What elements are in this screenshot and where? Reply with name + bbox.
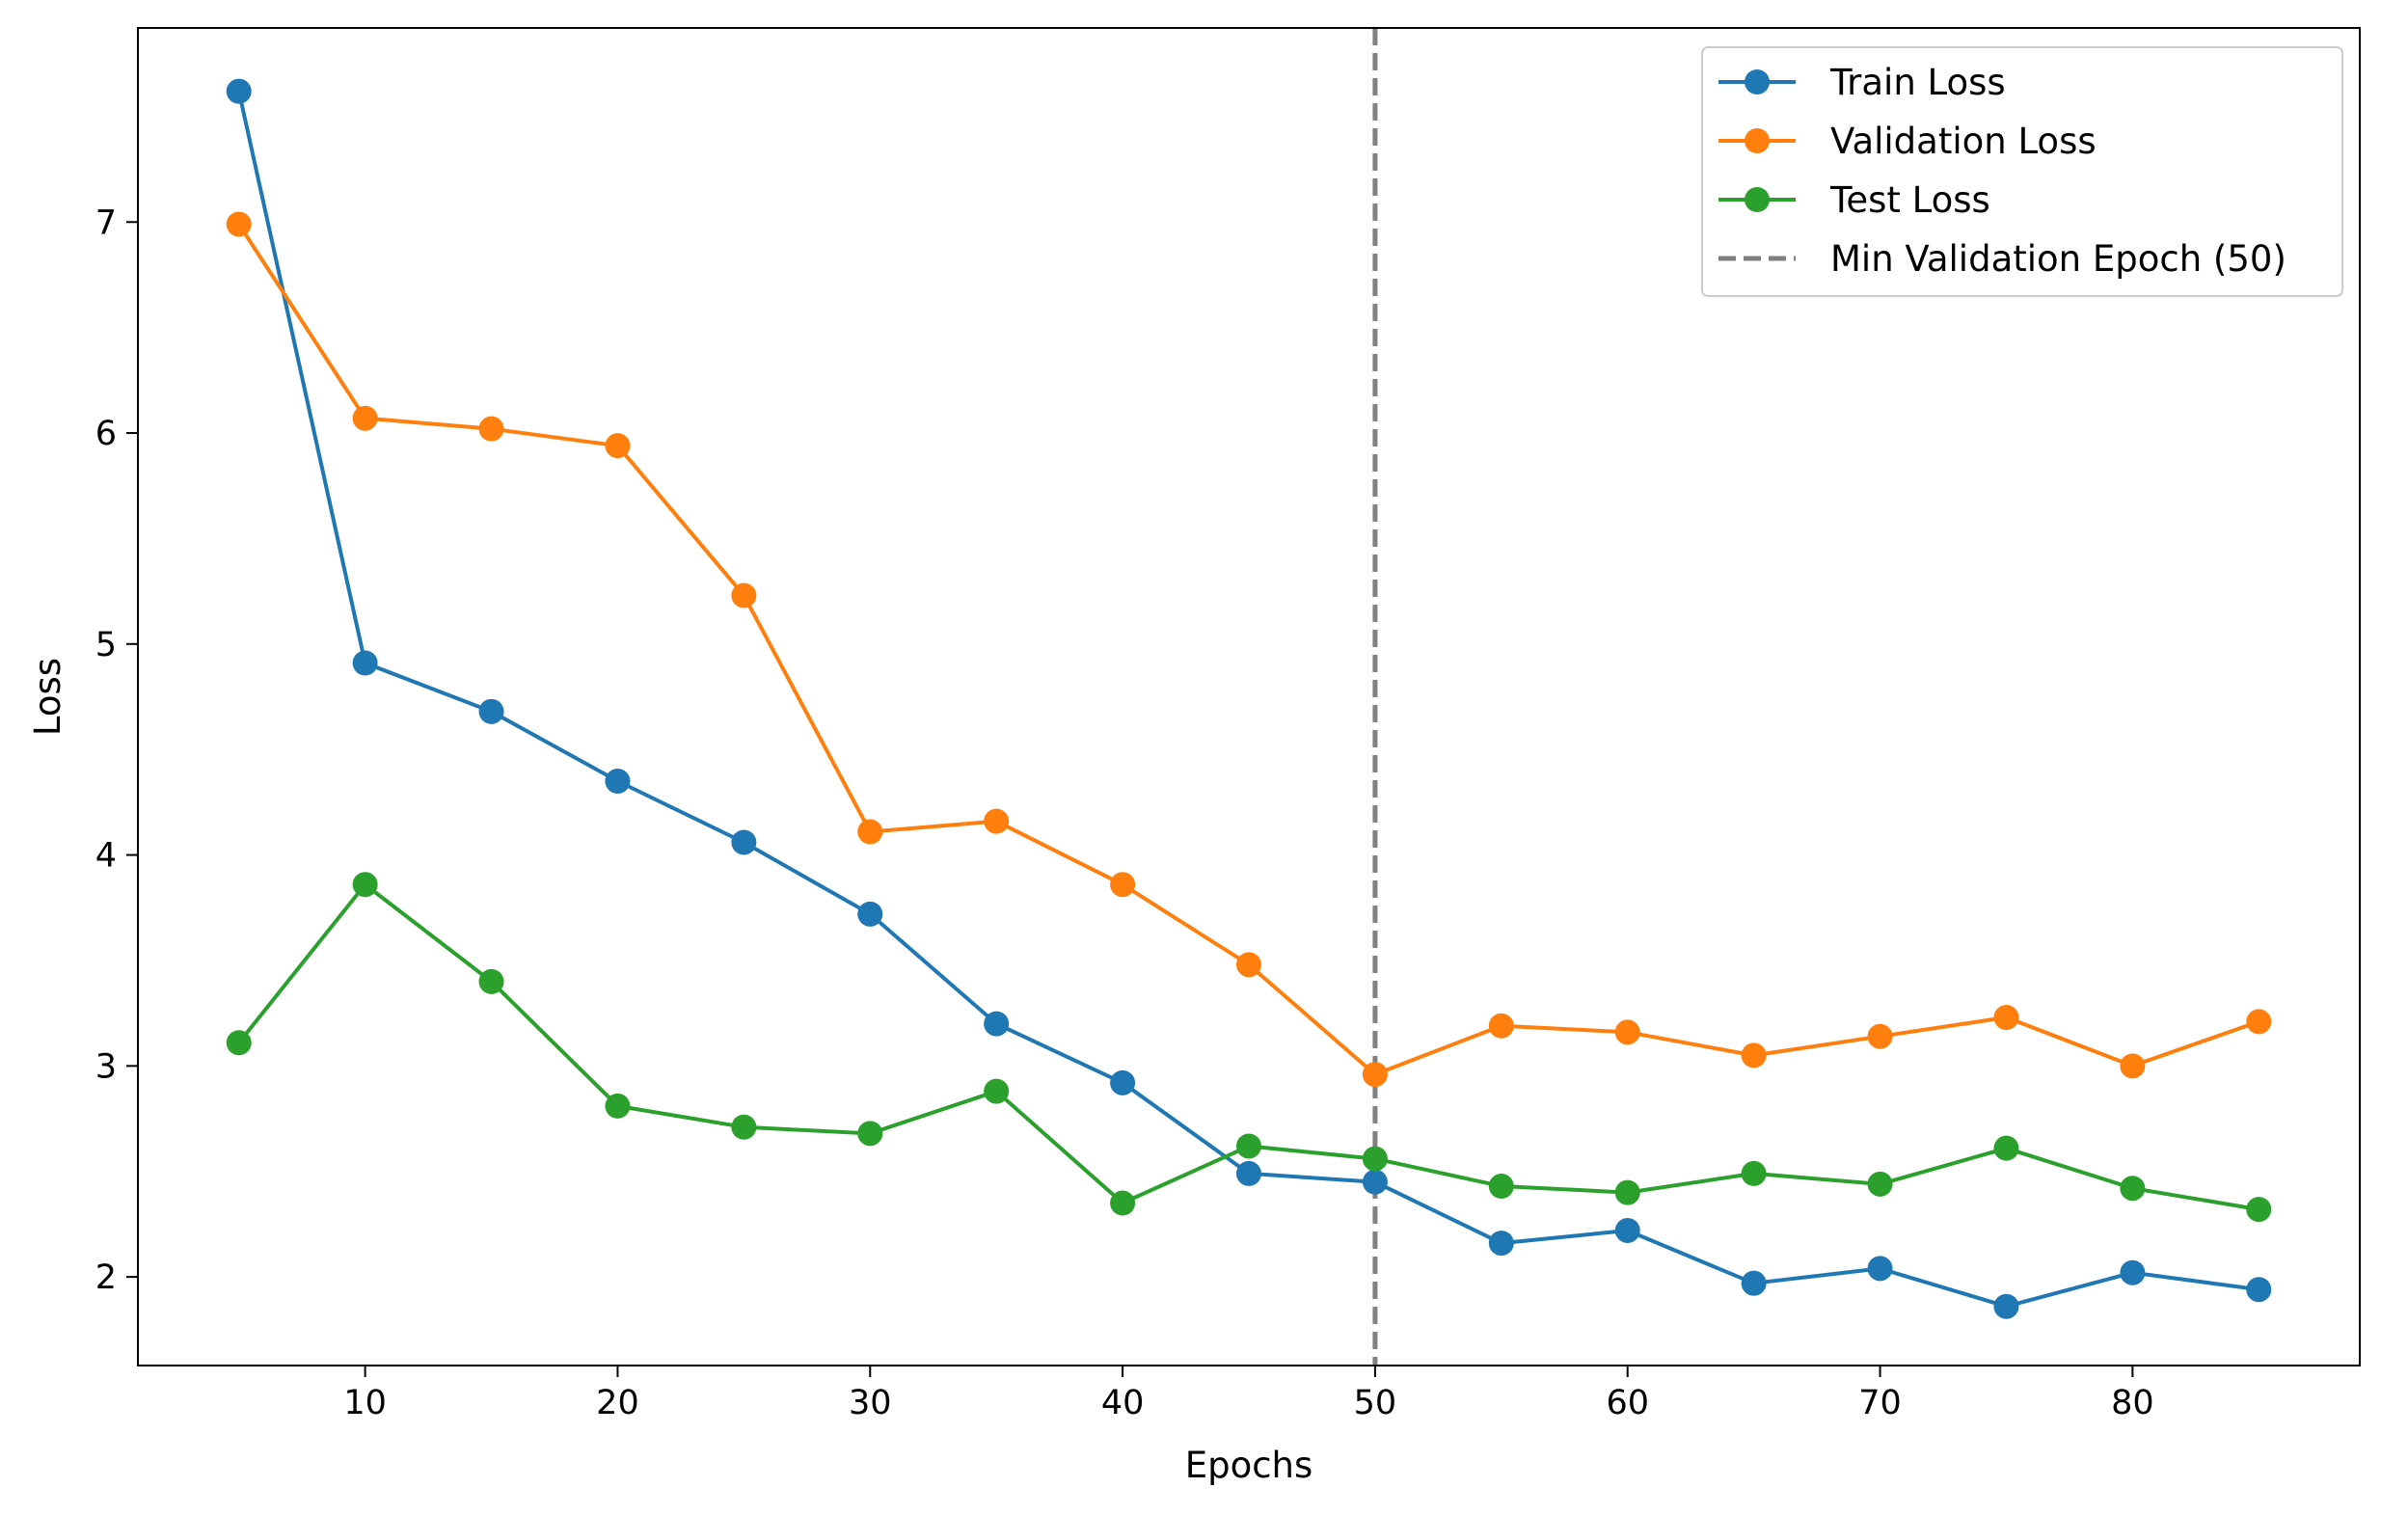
train-loss-point [478,698,504,724]
train-loss-point [1614,1217,1640,1243]
axes-frame [137,27,2361,1366]
test-loss-point [478,968,504,994]
x-tick-label: 60 [1606,1384,1649,1422]
test-loss-point [1993,1135,2019,1161]
validation-loss-point [1741,1042,1767,1069]
validation-loss-point [857,819,883,845]
train-loss-point [1488,1231,1514,1257]
y-tick-label: 5 [95,626,117,664]
test-loss-point [731,1114,757,1140]
x-tick-label: 10 [343,1384,387,1422]
train-loss-point [2120,1259,2146,1285]
test-loss-point [1236,1133,1261,1159]
train-loss-point [1741,1270,1767,1296]
train-loss-point [984,1011,1010,1037]
validation-loss-point [2246,1009,2272,1035]
train-loss-point [731,829,757,855]
test-loss-point [1614,1179,1640,1205]
legend-min-validation-epoch-label: Min Validation Epoch (50) [1830,238,2286,280]
x-axis: 10 20 30 40 50 60 70 80 [343,1366,2154,1422]
train-loss-point [2246,1277,2272,1303]
validation-loss-point [1110,872,1136,898]
test-loss-point [1362,1146,1388,1172]
legend-validation-loss-label: Validation Loss [1830,121,2097,162]
test-loss-point [1867,1171,1893,1197]
validation-loss-point [352,405,378,431]
x-tick-label: 20 [596,1384,639,1422]
test-loss-point [1741,1160,1767,1186]
test-loss-point [2120,1176,2146,1202]
x-tick-label: 70 [1858,1384,1902,1422]
train-loss-point [1993,1293,2019,1319]
test-loss-point [1110,1190,1136,1216]
train-loss-point [226,78,252,104]
validation-loss-point [1488,1013,1514,1039]
test-loss-point [352,872,378,898]
validation-loss-point [1362,1062,1388,1088]
test-loss-point [605,1093,631,1119]
y-axis: 2 3 4 5 6 7 [95,203,138,1297]
legend-test-loss-marker [1745,187,1770,212]
legend: Train Loss Validation Loss Test Loss Min Va… [1701,46,2343,297]
y-axis-label: Loss [27,658,68,736]
validation-loss-point [1236,952,1261,978]
plot-area [226,28,2272,1366]
validation-loss-point [731,582,757,609]
train-loss-point [1867,1256,1893,1282]
train-loss-point [605,769,631,795]
train-loss-point [352,650,378,676]
y-tick-label: 4 [95,837,117,876]
validation-loss-point [1993,1005,2019,1031]
y-tick-label: 7 [95,203,117,242]
x-tick-label: 80 [2111,1384,2154,1422]
train-loss-point [1362,1169,1388,1195]
test-loss-point [857,1121,883,1147]
train-loss-point [1110,1069,1136,1096]
x-tick-label: 40 [1101,1384,1145,1422]
x-tick-label: 50 [1354,1384,1397,1422]
y-tick-label: 2 [95,1258,117,1297]
test-loss-point [226,1030,252,1056]
validation-loss-point [478,416,504,442]
legend-train-loss-label: Train Loss [1829,62,2006,103]
x-axis-label: Epochs [1185,1445,1313,1486]
legend-box [1701,46,2343,297]
validation-loss-point [1867,1023,1893,1049]
train-loss-point [1236,1160,1261,1186]
validation-loss-point [226,211,252,237]
validation-loss-point [984,808,1010,834]
validation-loss-point [1614,1019,1640,1045]
train-loss-point [857,901,883,927]
legend-validation-loss-marker [1745,128,1770,153]
y-tick-label: 3 [95,1047,117,1086]
validation-loss-point [605,433,631,459]
validation-loss-point [2120,1053,2146,1079]
x-tick-label: 30 [849,1384,892,1422]
test-loss-point [984,1078,1010,1104]
legend-test-loss-label: Test Loss [1829,179,1990,221]
test-loss-point [1488,1174,1514,1200]
test-loss-point [2246,1197,2272,1223]
legend-train-loss-marker [1745,69,1770,95]
y-tick-label: 6 [95,415,117,453]
